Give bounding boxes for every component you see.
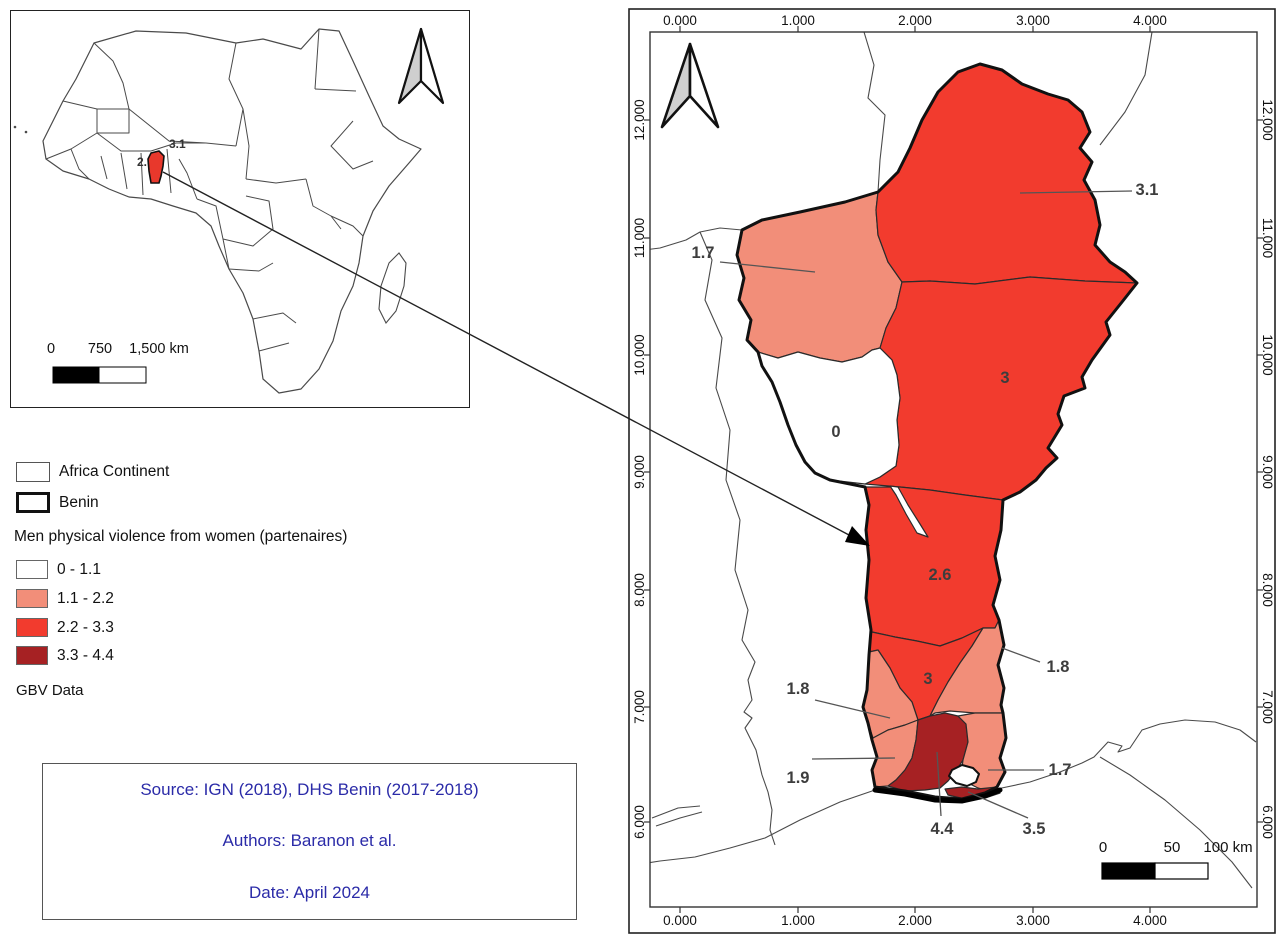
label-zou: 3 bbox=[923, 670, 932, 688]
x-tick: 0.000 bbox=[663, 913, 697, 928]
x-tick: 1.000 bbox=[781, 913, 815, 928]
main-north-arrow-icon bbox=[660, 42, 720, 129]
x-tick: 2.000 bbox=[898, 913, 932, 928]
inset-benin-shape bbox=[147, 150, 165, 184]
benin-coast-thick bbox=[872, 787, 1003, 804]
y-axis-left: 12.000 11.000 10.000 9.000 8.000 7.000 6… bbox=[632, 99, 647, 839]
label-alibori: 3.1 bbox=[1136, 181, 1159, 199]
x-tick: 4.000 bbox=[1133, 913, 1167, 928]
y-tick: 6.000 bbox=[1260, 805, 1275, 839]
inset-value-3-1: 3.1 bbox=[169, 137, 186, 151]
y-tick: 12.000 bbox=[632, 99, 647, 140]
class1-label: 0 - 1.1 bbox=[57, 560, 101, 578]
legend-class-2: 1.1 - 2.2 bbox=[16, 589, 114, 608]
africa-continent-label: Africa Continent bbox=[59, 463, 170, 480]
donga-south-tongue bbox=[889, 485, 929, 538]
legend-class-4: 3.3 - 4.4 bbox=[16, 646, 114, 665]
x-tick: 1.000 bbox=[781, 13, 815, 28]
y-tick: 10.000 bbox=[632, 334, 647, 375]
y-axis-right: 12.000 11.000 10.000 9.000 8.000 7.000 6… bbox=[1260, 99, 1275, 839]
label-oueme: 1.7 bbox=[1049, 761, 1072, 779]
y-tick: 8.000 bbox=[1260, 573, 1275, 607]
x-tick: 2.000 bbox=[898, 13, 932, 28]
benin-label: Benin bbox=[59, 493, 99, 511]
class4-swatch bbox=[16, 646, 48, 665]
label-borgou: 3 bbox=[1000, 369, 1009, 387]
legend-class-1: 0 - 1.1 bbox=[16, 560, 101, 579]
label-littoral: 3.5 bbox=[1023, 820, 1046, 838]
benin-swatch bbox=[16, 492, 50, 513]
y-tick: 10.000 bbox=[1260, 334, 1275, 375]
y-tick: 8.000 bbox=[632, 573, 647, 607]
main-scalebar-0: 0 bbox=[1099, 839, 1107, 856]
class4-label: 3.3 - 4.4 bbox=[57, 646, 114, 664]
main-scalebar: 0 50 100 km bbox=[1099, 839, 1253, 880]
legend-item-africa: Africa Continent bbox=[16, 462, 169, 482]
y-tick: 9.000 bbox=[1260, 455, 1275, 489]
region-alibori bbox=[875, 63, 1138, 285]
x-tick: 3.000 bbox=[1016, 913, 1050, 928]
inset-scalebar-0: 0 bbox=[47, 341, 55, 357]
y-tick: 9.000 bbox=[632, 455, 647, 489]
legend-item-benin: Benin bbox=[16, 492, 99, 513]
region-atlantique bbox=[887, 712, 969, 792]
region-borgou bbox=[864, 276, 1138, 501]
inset-scalebar-750: 750 bbox=[88, 341, 112, 357]
source-box: Source: IGN (2018), DHS Benin (2017-2018… bbox=[42, 763, 577, 920]
main-scalebar-100: 100 km bbox=[1203, 839, 1252, 856]
class1-swatch bbox=[16, 560, 48, 579]
y-tick: 7.000 bbox=[632, 690, 647, 724]
label-collines: 2.6 bbox=[929, 566, 952, 584]
label-atlantique: 4.4 bbox=[931, 820, 955, 838]
class2-swatch bbox=[16, 589, 48, 608]
y-tick: 11.000 bbox=[632, 218, 647, 258]
x-axis-top: 0.000 1.000 2.000 3.000 4.000 bbox=[663, 13, 1167, 28]
label-donga: 0 bbox=[831, 423, 840, 441]
africa-continent-swatch bbox=[16, 462, 50, 482]
inset-north-arrow-icon bbox=[397, 27, 445, 105]
main-scalebar-50: 50 bbox=[1164, 839, 1181, 856]
island-dot bbox=[13, 125, 17, 129]
label-plateau: 1.8 bbox=[1047, 658, 1070, 676]
label-mono: 1.9 bbox=[787, 769, 810, 787]
date-line: Date: April 2024 bbox=[249, 883, 370, 903]
class3-swatch bbox=[16, 618, 48, 637]
x-tick: 0.000 bbox=[663, 13, 697, 28]
authors-line: Authors: Baranon et al. bbox=[222, 831, 397, 851]
x-tick: 4.000 bbox=[1133, 13, 1167, 28]
y-tick: 12.000 bbox=[1260, 99, 1275, 140]
legend-class-3: 2.2 - 3.3 bbox=[16, 618, 114, 637]
label-atacora: 1.7 bbox=[692, 244, 715, 262]
legend-footer: GBV Data bbox=[16, 682, 84, 699]
lake-nokoue bbox=[948, 764, 980, 787]
class3-label: 2.2 - 3.3 bbox=[57, 618, 114, 636]
region-donga bbox=[757, 347, 901, 485]
x-tick: 3.000 bbox=[1016, 13, 1050, 28]
class2-label: 1.1 - 2.2 bbox=[57, 589, 114, 607]
y-tick: 11.000 bbox=[1260, 218, 1275, 258]
label-couffo: 1.8 bbox=[787, 680, 810, 698]
x-axis-bottom: 0.000 1.000 2.000 3.000 4.000 bbox=[663, 913, 1167, 928]
y-tick: 7.000 bbox=[1260, 690, 1275, 724]
y-tick: 6.000 bbox=[632, 805, 647, 839]
island-dot bbox=[24, 130, 28, 134]
source-line: Source: IGN (2018), DHS Benin (2017-2018… bbox=[140, 779, 479, 799]
